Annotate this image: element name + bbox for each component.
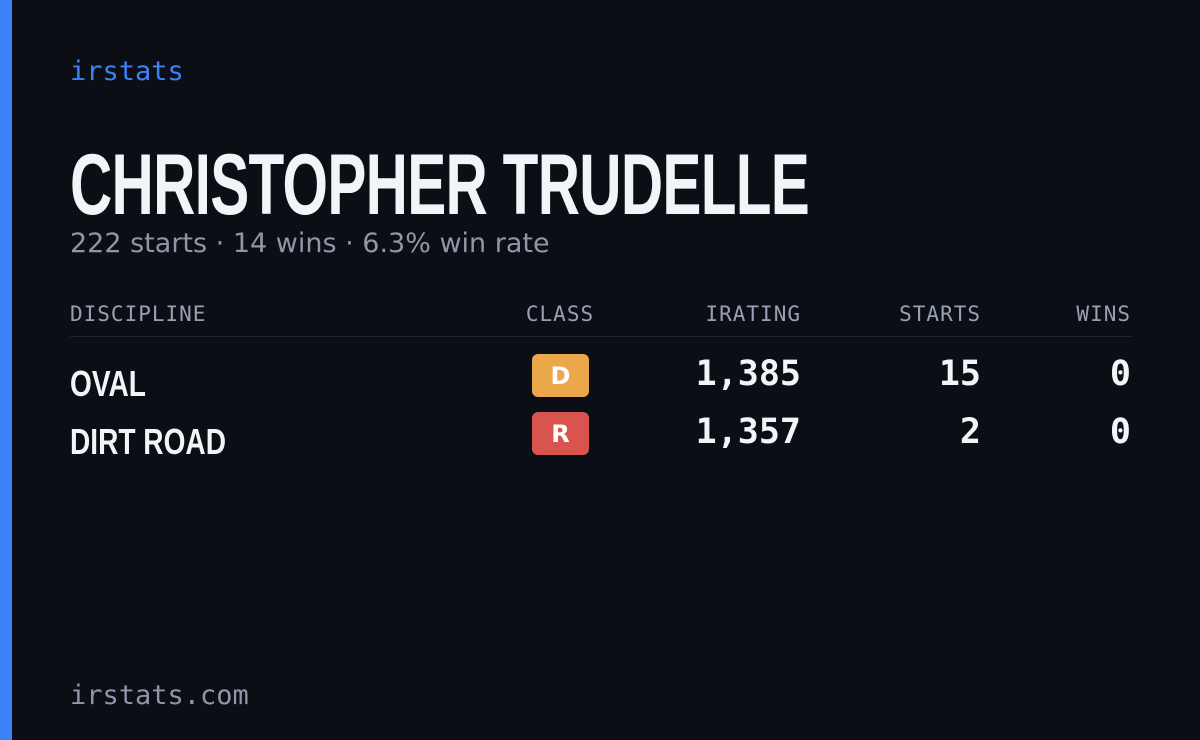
irating: 1,357 [695, 412, 801, 452]
starts: 15 [938, 354, 981, 394]
column-header: STARTS [899, 302, 981, 326]
irating: 1,385 [695, 354, 801, 394]
discipline: OVAL [70, 363, 146, 404]
starts: 2 [959, 412, 981, 452]
accent-bar [0, 0, 12, 740]
class-badge: D [532, 354, 589, 397]
brand: irstats [70, 56, 184, 87]
column-header: CLASS [525, 302, 595, 326]
column-header: WINS [1076, 302, 1131, 326]
wins: 0 [1109, 412, 1131, 452]
class-badge: R [532, 412, 589, 455]
wins: 0 [1109, 354, 1131, 394]
driver-name: CHRISTOPHER TRUDELLE [70, 137, 810, 233]
column-header: DISCIPLINE [70, 302, 207, 326]
footer-url: irstats.com [70, 680, 249, 711]
column-header: IRATING [705, 302, 801, 326]
discipline: DIRT ROAD [70, 421, 226, 462]
divider [70, 336, 1132, 337]
summary: 222 starts · 14 wins · 6.3% win rate [70, 228, 550, 259]
